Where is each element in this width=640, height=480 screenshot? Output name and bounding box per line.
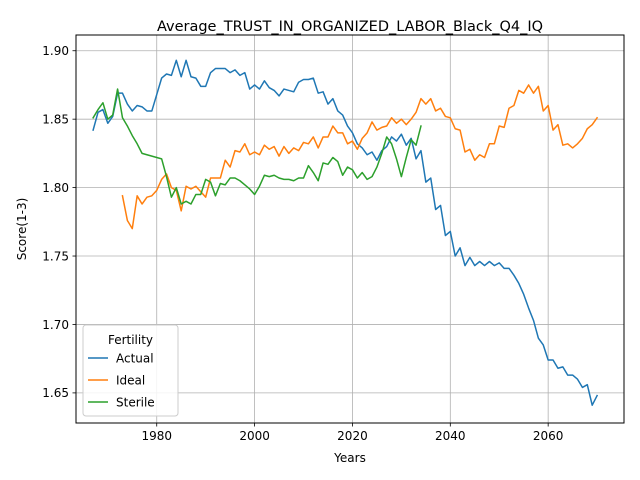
- y-tick-label: 1.80: [42, 181, 69, 195]
- x-axis: 1980 2000 2020 2040 2060: [141, 423, 563, 443]
- x-tick-label: 2020: [337, 429, 368, 443]
- plot-frame: [75, 34, 625, 424]
- x-tick-label: 1980: [141, 429, 172, 443]
- y-tick-label: 1.70: [42, 318, 69, 332]
- series-line-actual: [92, 59, 599, 406]
- grid-lines: [76, 35, 624, 423]
- legend: Fertility Actual Ideal Sterile: [82, 324, 179, 417]
- y-tick-label: 1.75: [42, 249, 69, 263]
- series-line-sterile: [92, 88, 422, 205]
- y-tick-label: 1.90: [42, 44, 69, 58]
- x-tick-label: 2040: [435, 429, 466, 443]
- y-tick-label: 1.65: [42, 386, 69, 400]
- legend-label-sterile: Sterile: [116, 395, 155, 409]
- y-axis-label: Score(1-3): [15, 198, 29, 261]
- series-lines: [92, 59, 599, 406]
- legend-items: Actual Ideal Sterile: [88, 351, 155, 409]
- y-axis: 1.65 1.70 1.75 1.80 1.85 1.90: [42, 44, 76, 400]
- legend-box: [82, 324, 179, 417]
- x-axis-label: Years: [333, 451, 366, 465]
- x-tick-label: 2000: [239, 429, 270, 443]
- chart-title: Average_TRUST_IN_ORGANIZED_LABOR_Black_Q…: [157, 19, 543, 35]
- legend-title: Fertility: [108, 333, 153, 347]
- y-tick-label: 1.85: [42, 112, 69, 126]
- x-tick-label: 2060: [533, 429, 564, 443]
- legend-label-ideal: Ideal: [116, 373, 145, 387]
- legend-label-actual: Actual: [116, 351, 154, 365]
